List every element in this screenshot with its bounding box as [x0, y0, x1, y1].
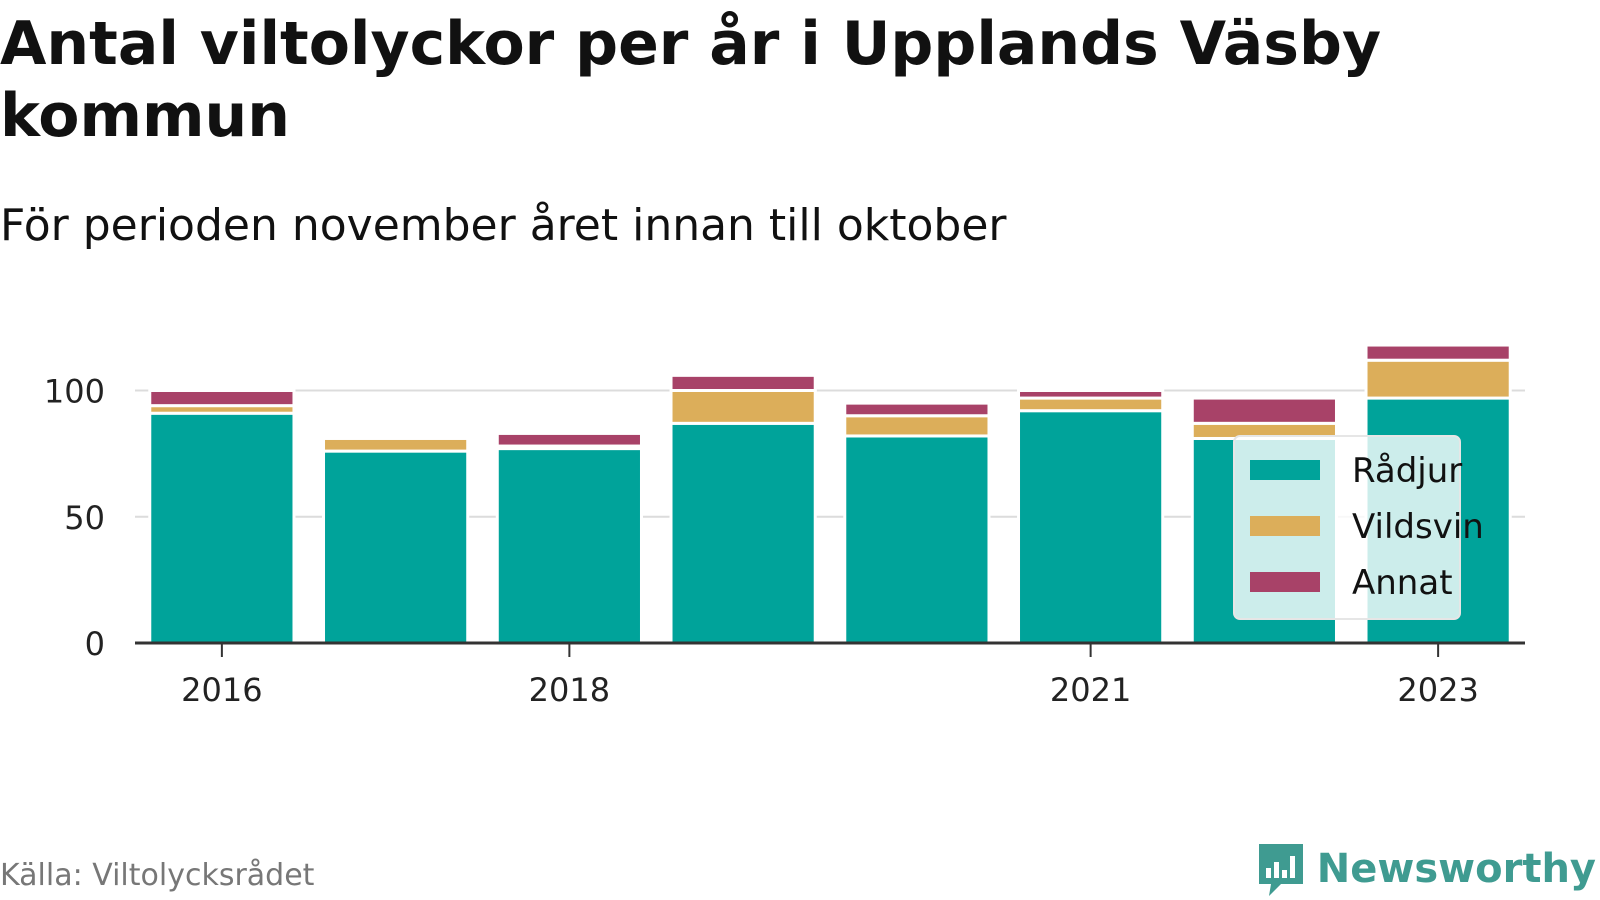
bar-annat-2023[interactable]	[1364, 343, 1512, 362]
bar-vildsvin-2021[interactable]	[1017, 396, 1165, 413]
bar-annat-2019[interactable]	[669, 373, 817, 393]
y-tick-label: 0	[85, 625, 105, 663]
x-tick-label: 2018	[529, 671, 610, 709]
legend-label-vildsvin: Vildsvin	[1352, 507, 1484, 547]
chart-title: Antal viltolyckor per år i Upplands Väsb…	[0, 9, 1382, 151]
bar-vildsvin-2017[interactable]	[322, 436, 470, 453]
legend-label-annat: Annat	[1352, 563, 1453, 603]
x-tick-label: 2023	[1397, 671, 1478, 709]
bar-radjur-2017[interactable]	[322, 449, 470, 645]
source-note: Källa: Viltolycksrådet	[0, 858, 315, 893]
bar-annat-2021[interactable]	[1017, 389, 1165, 400]
bar-annat-2022[interactable]	[1190, 396, 1338, 425]
legend-swatch-annat	[1250, 572, 1320, 592]
bar-annat-2016[interactable]	[148, 389, 296, 408]
bar-vildsvin-2023[interactable]	[1364, 358, 1512, 400]
newsworthy-logo-icon	[1258, 844, 1303, 896]
y-tick-label: 100	[44, 373, 105, 411]
y-tick-label: 50	[64, 499, 105, 537]
brand-logo[interactable]: Newsworthy	[1255, 840, 1596, 898]
x-tick-label: 2021	[1050, 671, 1131, 709]
x-tick-label: 2016	[181, 671, 262, 709]
brand-name: Newsworthy	[1316, 846, 1596, 892]
bar-radjur-2016[interactable]	[148, 411, 296, 645]
bar-radjur-2019[interactable]	[669, 421, 817, 645]
legend-label-radjur: Rådjur	[1352, 451, 1462, 491]
bar-radjur-2021[interactable]	[1017, 409, 1165, 645]
legend-swatch-radjur	[1250, 460, 1320, 480]
bar-radjur-2020[interactable]	[843, 434, 991, 645]
legend-swatch-vildsvin	[1250, 516, 1320, 536]
bar-annat-2020[interactable]	[843, 401, 991, 418]
bar-vildsvin-2020[interactable]	[843, 414, 991, 438]
bar-radjur-2018[interactable]	[495, 447, 643, 645]
chart-subtitle: För perioden november året innan till ok…	[0, 200, 1007, 251]
bar-vildsvin-2019[interactable]	[669, 389, 817, 425]
bar-annat-2018[interactable]	[495, 431, 643, 448]
